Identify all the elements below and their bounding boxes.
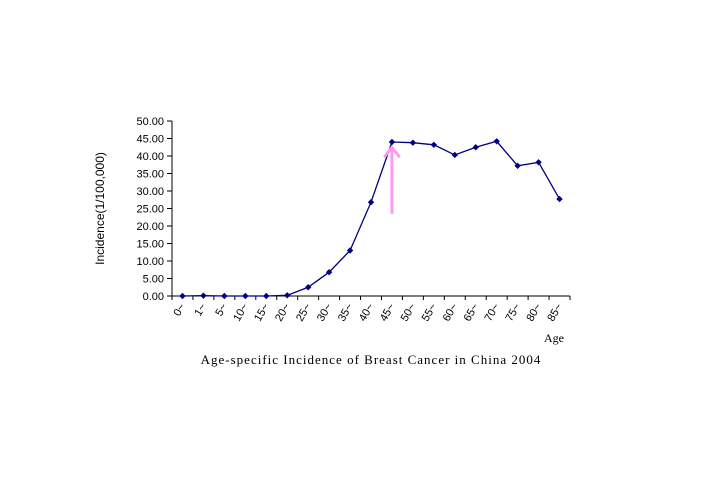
x-tick-label: 70~ [483,302,503,324]
x-tick-label: 1~ [192,302,209,319]
x-tick-label: 20~ [273,302,293,324]
data-point [430,141,438,148]
y-axis-ticks: 0.00 5.00 10.00 15.00 20.00 25.00 30.00 35.00 40… [136,116,172,303]
x-tick-label: 40~ [357,302,377,324]
y-tick-label: 50.00 [136,116,164,128]
data-points [179,138,563,300]
arrow-head [383,145,401,158]
annotation-arrow [383,145,401,214]
data-point [409,139,417,146]
x-tick-label: 55~ [420,302,440,324]
y-tick-label: 10.00 [136,256,164,268]
data-point [284,292,291,299]
data-point [242,292,249,300]
data-point [179,292,186,300]
chart-caption: Age-specific Incidence of Breast Cancer … [201,352,542,367]
y-tick-label: 20.00 [136,221,164,233]
y-tick-label: 40.00 [136,151,164,163]
y-tick-label: 45.00 [136,134,164,146]
y-tick-label: 5.00 [143,274,164,286]
data-point [493,138,500,145]
x-tick-label: 45~ [378,302,398,324]
x-tick-label: 50~ [399,302,419,324]
data-point [263,292,270,300]
x-tick-label: 85~ [545,302,565,324]
data-point [514,162,521,169]
y-tick-label: 30.00 [136,186,164,198]
x-tick-label: 25~ [294,302,314,324]
data-point [472,144,479,151]
data-point [367,199,375,206]
data-point [304,284,312,291]
data-point [388,138,396,146]
x-tick-label: 75~ [504,302,524,324]
x-tick-label: 0~ [171,302,188,319]
x-axis-ticks: 0~ 1~ 5~ 10~ 15~ 20~ 25~ 30~ 35~ 40~ 45~ 50~ 55~ 60~ 6… [171,296,571,324]
x-tick-label: 35~ [336,302,356,324]
x-tick-label: 65~ [462,302,482,324]
x-axis-title: Age [544,331,564,345]
y-axis-title: Incidence(1/100,000) [93,152,107,265]
data-point [451,151,458,159]
y-tick-label: 15.00 [136,239,164,251]
x-tick-label: 10~ [231,302,251,324]
x-tick-label: 30~ [315,302,335,324]
data-point [200,292,207,299]
data-point [221,292,228,300]
series-line [182,140,561,297]
x-tick-label: 80~ [524,302,544,324]
data-point [346,247,354,254]
data-point [556,195,563,203]
x-tick-label: 15~ [252,302,272,324]
y-tick-label: 25.00 [136,204,164,216]
x-tick-label: 60~ [441,302,461,324]
data-point [535,159,542,166]
y-tick-label: 0.00 [143,291,164,303]
y-tick-label: 35.00 [136,169,164,181]
data-point [325,269,333,276]
x-tick-label: 5~ [213,302,230,319]
